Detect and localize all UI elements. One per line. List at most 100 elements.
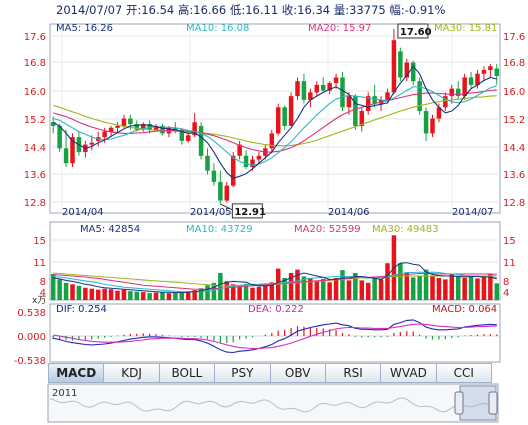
volume-legend-ma5: MA5: 42854 [80,224,140,235]
volume-bar [128,291,133,300]
candle-body [179,129,185,141]
volume-bar [475,278,480,300]
volume-bar [398,263,403,300]
volume-y-tick-left: 8 [40,277,46,288]
candle-body [327,83,332,91]
tab-obv[interactable]: OBV [269,363,325,383]
volume-bar [378,279,384,300]
tab-cci[interactable]: CCI [435,363,492,383]
volume-bar [449,273,455,300]
volume-bar [153,292,159,300]
volume-bar [443,279,448,300]
tab-wvad[interactable]: WVAD [380,363,436,383]
candle-body [224,185,230,201]
candle-body [417,81,422,112]
volume-bar [134,291,140,300]
navigator-left-handle[interactable] [454,391,464,415]
volume-bar [108,289,114,300]
volume-legend-ma30: MA30: 49483 [372,224,439,235]
high-price-label: 17.60 [400,27,432,38]
volume-y-tick-right: 4 [503,288,509,299]
candle-body [372,96,377,104]
candle-body [320,84,326,91]
candle-body [385,92,390,100]
volume-bar [430,275,435,300]
candle-body [359,111,365,126]
candle-body [353,96,358,126]
volume-bar [147,293,152,300]
price-ma20-line [53,89,497,153]
volume-bar [423,269,429,300]
candle-body [108,127,114,132]
price-y-tick-right: 15.2 [503,115,525,126]
volume-legend-ma20: MA20: 52599 [294,224,361,235]
date-x-tick: 2014/06 [328,207,370,218]
candle-body [275,107,281,134]
tab-macd[interactable]: MACD [48,363,104,383]
candle-body [211,170,217,182]
indicator-tabs: MACD KDJ BOLL PSY OBV RSI WVAD CCI [48,363,492,383]
volume-bar [333,277,339,300]
navigator-frame [47,383,499,423]
tab-boll[interactable]: BOLL [158,363,215,383]
volume-unit: x万 [32,296,46,306]
candle-body [404,62,410,78]
volume-bar [385,263,390,300]
volume-bar [230,284,236,300]
candle-body [410,62,416,82]
tab-rsi[interactable]: RSI [324,363,381,383]
volume-bar [494,283,500,300]
volume-bar [115,290,120,300]
volume-bar [346,280,352,300]
volume-bar [314,280,320,300]
price-legend-ma5: MA5: 16.26 [56,23,113,34]
candle-body [436,107,442,119]
candle-body [462,77,467,97]
volume-bar [327,282,332,300]
volume-bar [340,270,345,300]
candle-body [134,124,140,130]
volume-bar [70,284,75,300]
macd-legend-macd: MACD: 0.064 [432,304,497,315]
tab-kdj[interactable]: KDJ [103,363,159,383]
price-legend-ma30: MA30: 15.81 [434,23,497,34]
volume-bar [166,293,172,300]
candle-body [230,155,236,186]
candle-body [89,142,95,145]
candle-body [205,155,210,171]
volume-bar [185,292,191,300]
candle-body [128,118,133,125]
volume-bar [211,282,217,300]
header-quote: 2014/07/07 开:16.54 高:16.66 低:16.11 收:16.… [56,3,446,17]
volume-y-tick-right: 15 [503,236,516,247]
volume-bar [243,283,249,300]
candle-body [494,68,500,76]
volume-y-tick-right: 11 [503,258,516,269]
candle-body [288,96,294,126]
candle-body [282,107,287,126]
candle-body [314,84,320,93]
candle-body [185,135,191,141]
price-y-tick-left: 16.0 [24,87,46,98]
tab-psy[interactable]: PSY [214,363,270,383]
volume-bar [263,284,268,300]
price-y-tick-right: 14.4 [503,143,525,154]
candle-body [160,125,165,134]
volume-panel [50,235,500,300]
dea-line [53,323,497,350]
candle-body [102,131,107,138]
candle-body [121,118,127,126]
price-ma10-line [53,85,497,166]
navigator-right-handle[interactable] [488,391,498,415]
volume-bar [237,286,242,300]
volume-bar [160,292,165,300]
volume-bar [256,286,262,300]
candle-body [481,70,487,74]
candle-body [250,159,255,167]
price-y-tick-right: 16.0 [503,87,525,98]
candle-body [70,137,75,164]
volume-bar [102,288,107,300]
price-legend-ma10: MA10: 16.08 [186,23,249,34]
volume-y-tick-left: 11 [33,258,46,269]
candle-body [269,133,275,149]
